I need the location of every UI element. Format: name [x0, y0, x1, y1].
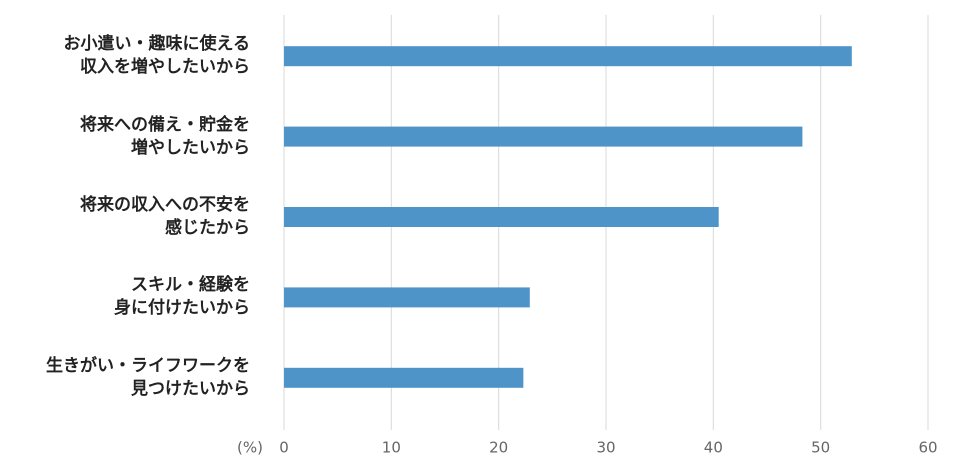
bar	[284, 46, 852, 67]
x-tick-label: 40	[704, 439, 723, 457]
x-tick-label: 30	[596, 439, 615, 457]
y-tick-label: スキル・経験を 身に付けたいから	[114, 275, 250, 319]
y-tick-label: お小遣い・趣味に使える 収入を増やしたいから	[63, 34, 251, 78]
y-tick-label: 将来への備え・貯金を 増やしたいから	[80, 114, 250, 158]
x-tick-label: 50	[811, 439, 830, 457]
y-tick-label: 生きがい・ライフワークを 見つけたいから	[46, 355, 250, 399]
x-tick-label: 20	[489, 439, 508, 457]
y-tick-label: 将来の収入への不安を 感じたから	[80, 195, 250, 238]
bar	[284, 287, 530, 308]
x-tick-label: 60	[918, 439, 937, 457]
x-tick-label: 10	[382, 439, 401, 457]
bar	[284, 126, 803, 147]
bar	[284, 207, 719, 227]
bar	[284, 367, 524, 388]
x-axis-label: (%)	[237, 439, 263, 457]
x-tick-label: 0	[279, 439, 289, 457]
